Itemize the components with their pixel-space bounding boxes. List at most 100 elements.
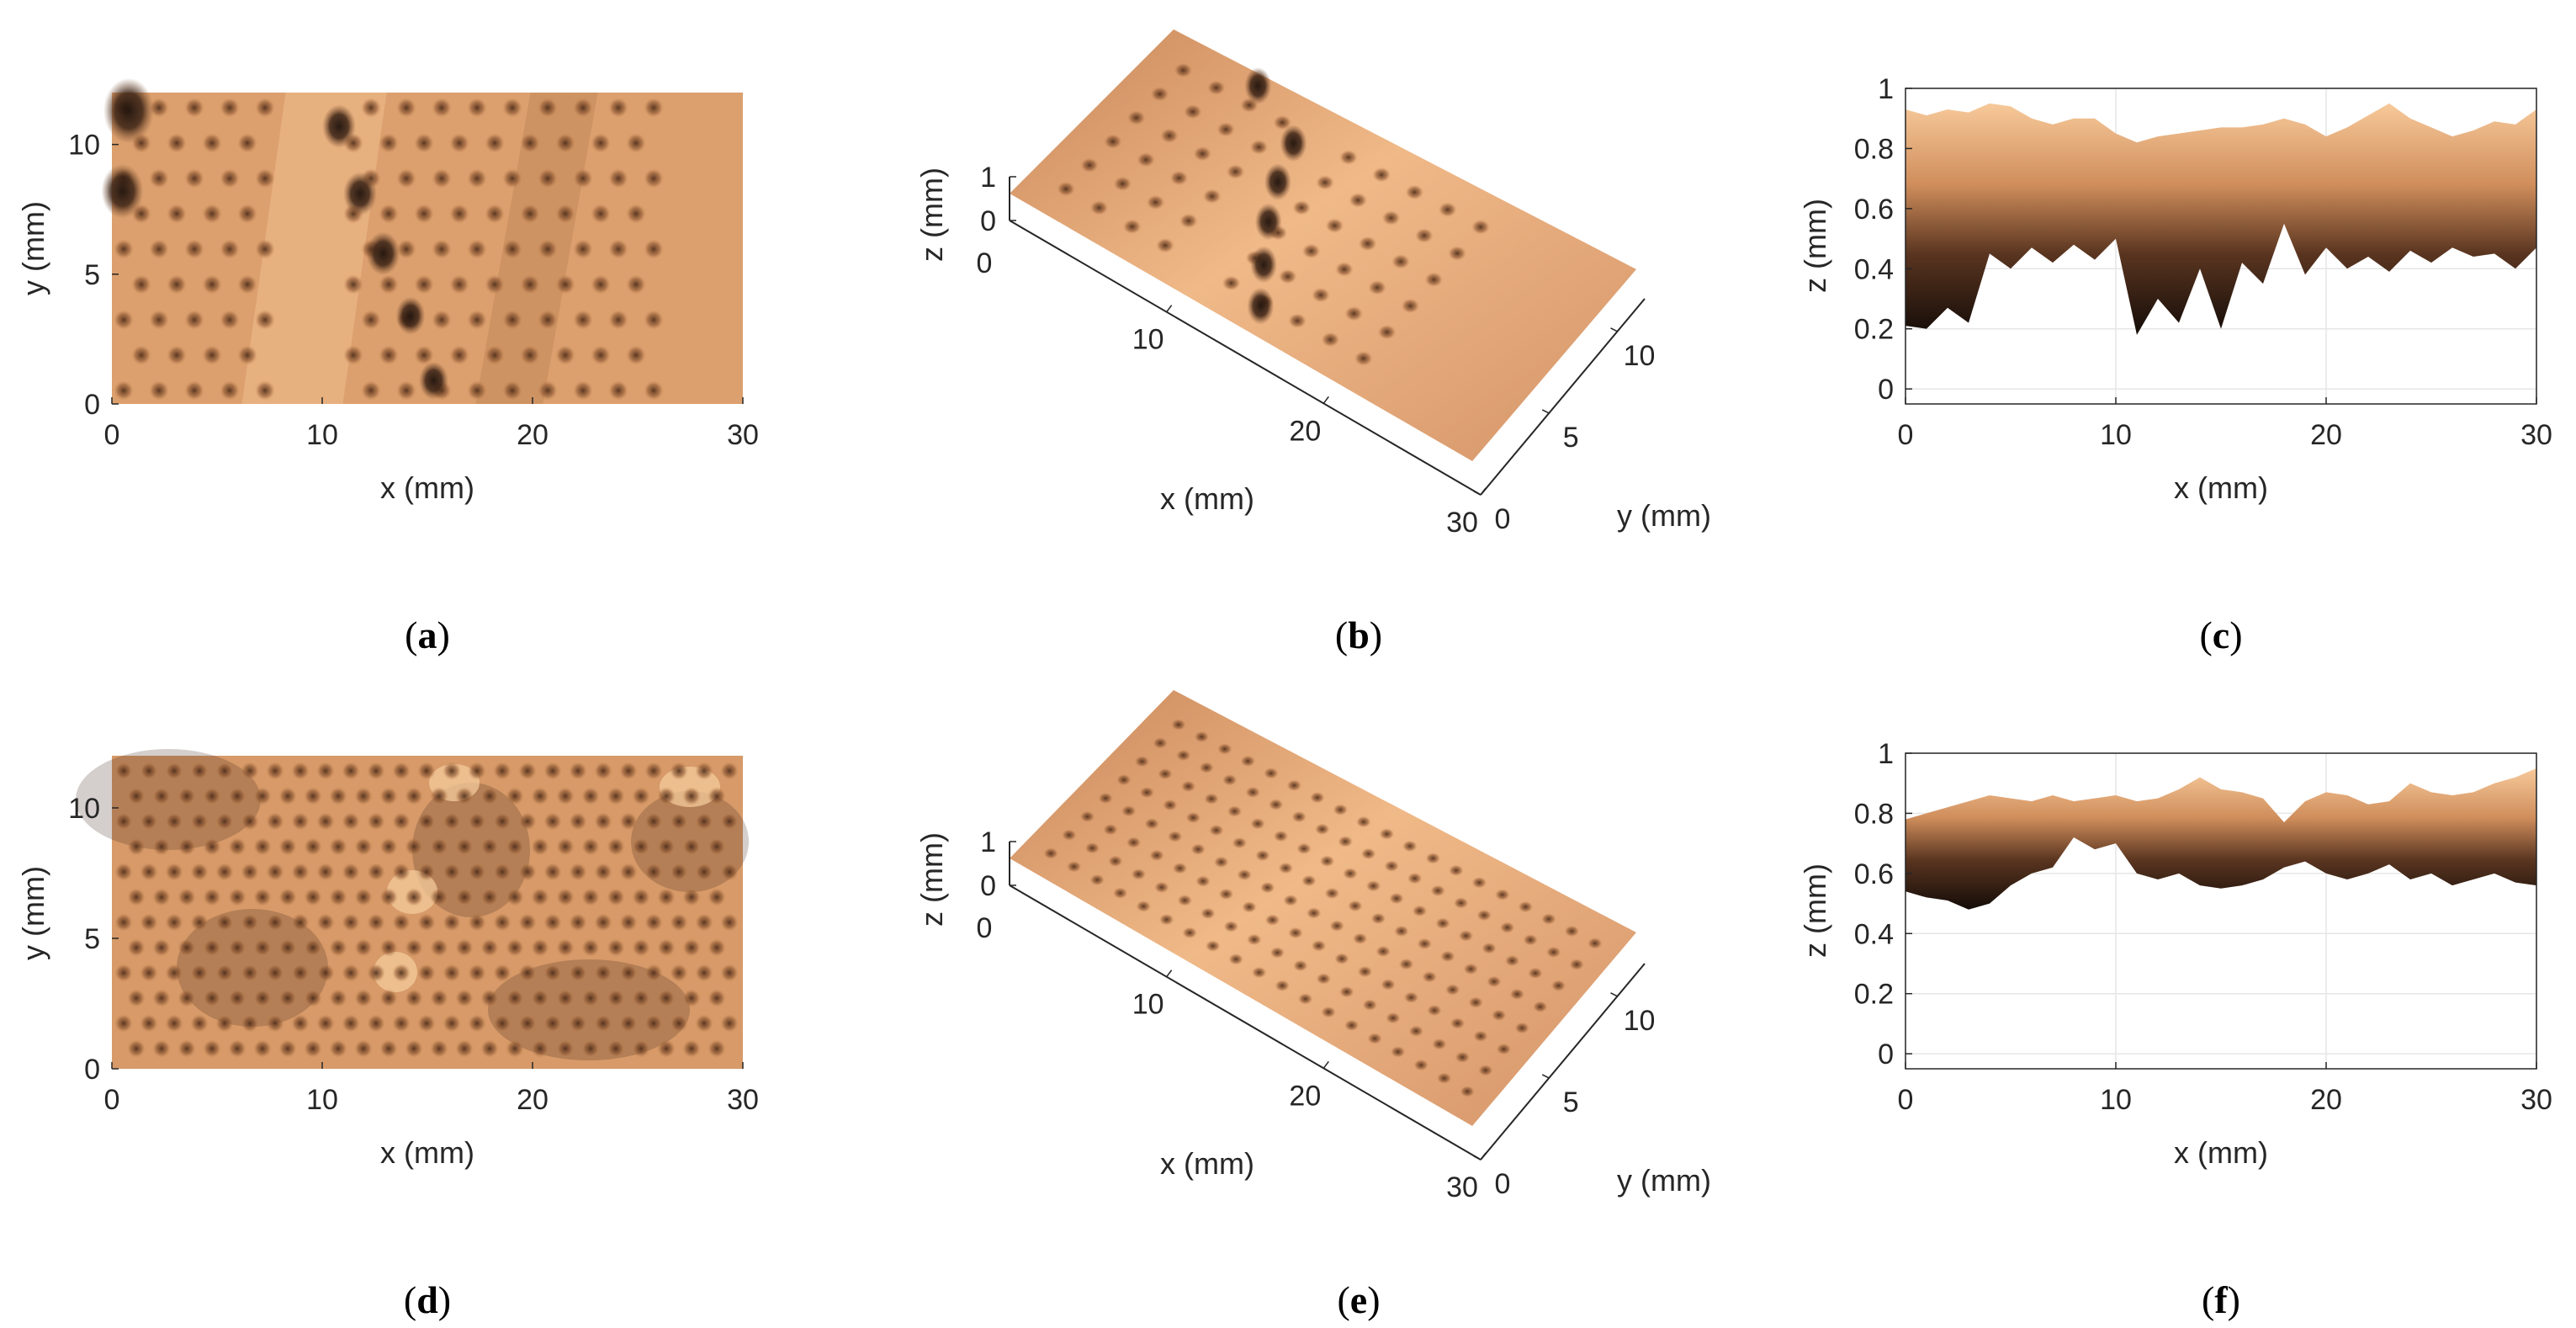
surface-pit [414,204,434,224]
surface-pits [1057,62,1490,366]
surface-hole [419,361,448,400]
surface-pit [1450,1017,1466,1029]
surface-pit [1316,174,1334,190]
surface-pit [241,913,259,932]
z-tick-label: 0 [980,870,996,902]
surface-3d [1010,29,1636,461]
surface-pit [1569,959,1585,971]
surface-pit [127,1039,146,1058]
surface-pit [329,837,347,856]
surface-pit [1499,922,1515,934]
surface-pit [1365,879,1381,892]
surface-pit [1381,210,1401,226]
surface-pit [379,133,399,153]
surface-pit [220,168,240,189]
surface-pit [1297,992,1313,1005]
surface-pit [518,913,537,932]
surface-pit [1405,184,1424,200]
surface-pit [152,888,171,906]
surface-pit [165,812,183,831]
surface-pit [657,1039,676,1058]
surface-pit [1412,905,1428,917]
surface-pit [316,863,335,881]
surface-pit [695,762,713,780]
surface-pit [485,204,505,224]
surface-pit [573,239,593,259]
y-tick [1541,1074,1550,1079]
surface-pit [329,989,347,1007]
surface-pit [367,1014,385,1033]
surface-pit [1057,181,1076,197]
y-tick-label: 0.4 [1854,253,1894,285]
surface-hole [101,163,144,219]
surface-pit [405,989,423,1007]
surface-pit [379,888,398,906]
surface-pit [178,787,196,805]
surface-pit [1550,980,1566,992]
surface-pit [493,1014,511,1033]
surface-pit [127,888,146,906]
surface-pit [379,938,398,957]
y-axis-label: z (mm) [1798,863,1832,958]
surface-pit [354,787,373,805]
z-axis-label: z (mm) [914,832,949,927]
x-tick-label: 20 [517,419,549,451]
surface-pit [556,989,575,1007]
surface-3d-front-edge [1010,194,1474,471]
surface-pit [581,938,600,957]
x-axis-origin-label: 0 [977,912,993,944]
surface-pit [1177,894,1193,906]
plot-box [1905,88,2537,405]
surface-pit [619,762,638,780]
surface-pit [607,888,625,906]
surface-pit [1222,773,1238,786]
surface-pit [228,787,246,805]
surface-pit [342,762,360,780]
surface-pit [531,888,549,906]
surface-pit [1126,837,1142,849]
surface-pit [1311,939,1327,952]
surface-pit [1137,151,1156,167]
surface-pit [1338,985,1354,998]
surface-pit [149,310,169,330]
surface-pit [405,888,423,906]
surface-pit [1242,900,1257,913]
surface-pit [1481,942,1497,954]
surface-pit [241,1014,259,1033]
surface-pit [178,837,196,856]
surface-pit [1061,829,1077,842]
x-tick [1166,305,1173,313]
surface-pit [531,837,549,856]
surface-pit [1121,805,1137,817]
x-tick [1322,396,1329,404]
surface-pit [190,812,209,831]
surface-pit [1218,888,1234,900]
surface-pit [1301,243,1321,259]
surface-pit [114,380,134,401]
surface-pit [190,863,209,881]
surface-pit [278,837,297,856]
surface-pit [455,938,474,957]
surface-pit [1183,104,1202,120]
surface-pit [480,938,499,957]
surface-pit [1205,940,1221,953]
surface-pit [278,1039,297,1058]
surface-pit [619,964,638,982]
y-tick [1610,327,1618,332]
surface-pit [1175,749,1191,762]
surface-pit [1306,907,1322,919]
surface-pit [1453,896,1469,909]
surface-pit [608,98,628,118]
surface-pit [449,204,469,224]
surface-pit [237,345,257,365]
x-tick-label: 10 [1132,989,1164,1021]
surface-pit [405,837,423,856]
surface-pit [682,938,701,957]
surface-pit [506,888,524,906]
surface-pit [354,989,373,1007]
surface-pit [485,274,505,295]
surface-pit [543,913,562,932]
y-tick [1610,992,1618,997]
surface-pit [1532,1001,1548,1013]
